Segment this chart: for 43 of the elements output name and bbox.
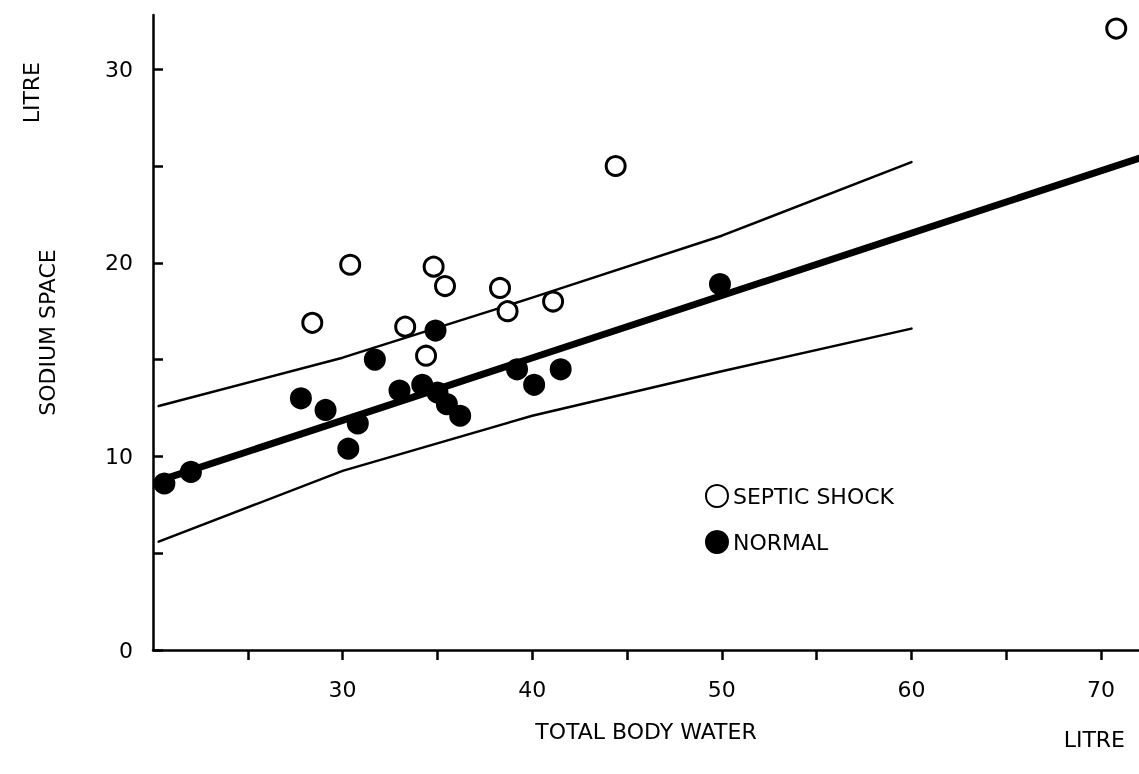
point	[549, 358, 572, 381]
point	[604, 155, 627, 177]
x-tick-label: 40	[518, 676, 547, 702]
y-tick-label: 30	[105, 56, 133, 82]
point	[411, 373, 434, 396]
x-axis-title: TOTAL BODY WATER	[534, 718, 757, 744]
y-tick-label: 10	[105, 443, 133, 469]
x-tick-label: 30	[328, 676, 357, 702]
point	[523, 373, 546, 396]
legend-label: SEPTIC SHOCK	[732, 483, 895, 509]
point	[422, 255, 445, 278]
point	[388, 379, 411, 402]
point	[496, 300, 519, 323]
text: LITRE	[18, 62, 44, 124]
y-axis-title: SODIUM SPACE	[34, 249, 60, 416]
point	[346, 412, 369, 435]
point	[708, 273, 731, 296]
point	[506, 358, 529, 381]
point	[363, 348, 386, 371]
point	[394, 315, 417, 338]
legend-label: NORMAL	[732, 529, 830, 555]
point	[289, 387, 312, 410]
point	[415, 344, 438, 367]
x-tick-label: 50	[707, 676, 736, 702]
point	[1105, 17, 1128, 40]
line-series	[157, 160, 913, 408]
text: LITRE	[1063, 726, 1125, 752]
point	[424, 319, 447, 342]
x-tick-label: 70	[1087, 676, 1116, 702]
point	[542, 290, 565, 313]
y-tick-label: 20	[105, 250, 133, 276]
point	[301, 311, 324, 334]
point	[449, 404, 472, 427]
point	[314, 398, 337, 421]
point	[489, 276, 511, 299]
point	[337, 437, 360, 460]
y-tick-label: 0	[119, 637, 133, 663]
point	[179, 460, 202, 483]
point	[434, 275, 457, 298]
point	[153, 472, 176, 495]
point	[435, 393, 458, 416]
x-tick-label: 60	[897, 676, 926, 702]
point	[339, 253, 362, 276]
